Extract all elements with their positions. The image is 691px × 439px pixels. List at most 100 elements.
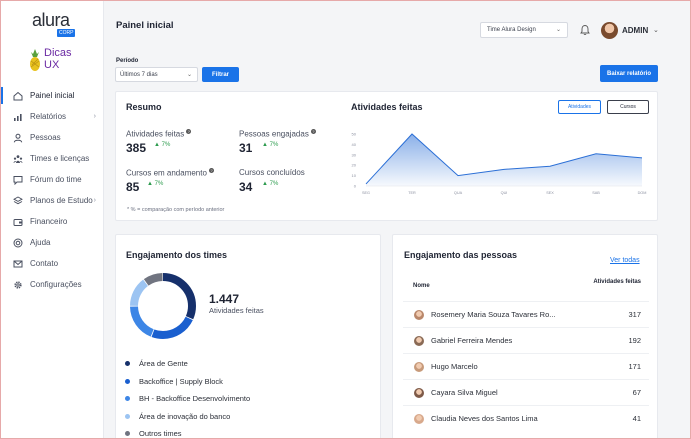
stat-value: 31	[239, 141, 253, 155]
avatar	[414, 335, 424, 346]
help-icon[interactable]: ?	[310, 129, 316, 134]
avatar	[414, 413, 424, 424]
sidebar-item-label: Configurações	[30, 280, 82, 289]
summary-title: Resumo	[126, 102, 162, 112]
x-tick-label: DOM	[638, 191, 647, 195]
stat-label-text: Cursos concluídos	[239, 168, 305, 177]
filter-button[interactable]: Filtrar	[202, 67, 239, 82]
person-activities: 67	[632, 388, 641, 397]
team-select-value: Time Alura Design	[487, 27, 536, 33]
chevron-right-icon: ›	[93, 113, 96, 120]
activity-chart-title: Atividades feitas	[351, 102, 423, 112]
see-all-link[interactable]: Ver todas	[610, 257, 640, 264]
toggle-activities-button[interactable]: Atividades	[558, 100, 601, 114]
sidebar-item-7[interactable]: Financeiro	[1, 211, 104, 232]
help-icon[interactable]: ?	[186, 129, 192, 134]
person-name: Gabriel Ferreira Mendes	[431, 336, 513, 345]
dicas-ux-text: Dicas UX	[44, 47, 72, 71]
table-row[interactable]: Cayara Silva Miguel 67	[403, 379, 649, 405]
donut-total-caption: Atividades feitas	[209, 306, 264, 315]
stat-delta-text: 7%	[161, 142, 171, 148]
sidebar-item-label: Relatórios	[30, 112, 67, 121]
stat-label-text: Cursos em andamento	[126, 168, 207, 178]
person-name: Hugo Marcelo	[431, 362, 478, 371]
toggle-courses-button[interactable]: Cursos	[607, 100, 649, 114]
donut-total-value: 1.447	[209, 292, 240, 306]
sidebar-item-5[interactable]: Fórum do time	[1, 169, 104, 190]
team-engagement-card: Engajamento dos times 1.447 Atividades f…	[115, 234, 381, 438]
stat-label: Cursos em andamento?	[126, 168, 214, 178]
legend-item: Backoffice | Supply Block	[125, 373, 375, 391]
y-tick-label: 30	[352, 152, 357, 157]
stat-delta-text: 7%	[269, 181, 279, 187]
sidebar-item-6[interactable]: Planos de Estudo ›	[1, 190, 104, 211]
alura-logo[interactable]: alura	[32, 10, 70, 30]
download-report-button[interactable]: Baixar relatório	[600, 65, 658, 82]
people-engagement-card: Engajamento das pessoas Ver todas Nome A…	[392, 234, 658, 438]
sidebar-item-label: Planos de Estudo	[30, 196, 93, 205]
home-icon	[13, 91, 23, 101]
team-donut-chart	[130, 273, 196, 339]
stat-delta: ▲ 7%	[262, 142, 279, 148]
legend-dot	[125, 413, 130, 419]
dicas-ux-logo: Dicas UX	[29, 47, 81, 75]
bell-icon[interactable]	[579, 24, 591, 36]
legend-label: Área de inovação do banco	[139, 411, 231, 421]
sidebar-item-4[interactable]: Times e licenças	[1, 148, 104, 169]
sidebar-item-label: Pessoas	[30, 133, 61, 142]
period-select[interactable]: Últimos 7 dias ⌄	[115, 67, 198, 82]
table-row[interactable]: Hugo Marcelo 171	[403, 353, 649, 379]
chevron-down-icon[interactable]: ⌄	[653, 27, 659, 34]
sidebar-item-3[interactable]: Pessoas	[1, 127, 104, 148]
avatar	[414, 309, 424, 320]
mail-icon	[13, 259, 23, 269]
chevron-down-icon: ⌄	[555, 27, 561, 33]
legend-dot	[125, 378, 130, 384]
sidebar-item-9[interactable]: Contato	[1, 253, 104, 274]
layers-icon	[13, 195, 23, 206]
pineapple-icon	[30, 49, 40, 71]
donut-slice	[130, 273, 196, 339]
chevron-right-icon: ›	[93, 197, 96, 204]
person-activities: 171	[628, 362, 641, 371]
legend-item: Área de Gente	[125, 355, 375, 373]
stat-label: Cursos concluídos	[239, 168, 305, 177]
y-tick-label: 50	[352, 132, 357, 137]
help-icon[interactable]: ?	[208, 168, 214, 173]
table-row[interactable]: Claudia Neves dos Santos Lima 41	[403, 405, 649, 431]
stat-value: 34	[239, 180, 253, 194]
sidebar-item-8[interactable]: Ajuda	[1, 232, 104, 253]
wallet-icon	[13, 217, 23, 227]
avatar	[414, 361, 424, 372]
x-tick-label: SEX	[546, 191, 554, 195]
sidebar-nav: Painel inicial Relatórios › Pessoas Times e …	[1, 85, 104, 295]
legend-label: Área de Gente	[139, 359, 188, 369]
sidebar-item-10[interactable]: Configurações	[1, 274, 104, 295]
legend-dot	[125, 361, 130, 367]
corp-badge: CORP	[57, 29, 76, 37]
chart-area	[366, 134, 642, 186]
table-row[interactable]: Rosemery Maria Souza Tavares Ro... 317	[403, 301, 649, 327]
column-header-name: Nome	[413, 283, 430, 289]
chevron-down-icon: ⌄	[186, 72, 192, 78]
person-activities: 317	[628, 310, 641, 319]
stat-value: 385	[126, 141, 147, 155]
user-name[interactable]: ADMIN	[622, 26, 649, 35]
summary-card: Resumo Atividades feitas? 385 ▲ 7% Pesso…	[115, 91, 658, 221]
gear-icon	[13, 280, 23, 290]
sidebar: alura CORP Dicas UX Painel inicial Relató…	[1, 1, 104, 438]
user-avatar[interactable]	[601, 22, 618, 39]
stat-delta-text: 7%	[269, 142, 279, 148]
table-row[interactable]: Gabriel Ferreira Mendes 192	[403, 327, 649, 353]
sidebar-item-1[interactable]: Painel inicial	[1, 85, 104, 106]
legend-item: Outros times	[125, 425, 375, 438]
legend-item: Área de inovação do banco	[125, 408, 375, 426]
stat-delta: ▲ 7%	[154, 142, 171, 148]
team-legend: Área de Gente Backoffice | Supply Block BH…	[125, 355, 375, 438]
legend-label: Backoffice | Supply Block	[139, 376, 223, 386]
forum-icon	[13, 175, 23, 185]
sidebar-item-2[interactable]: Relatórios ›	[1, 106, 104, 127]
team-select[interactable]: Time Alura Design ⌄	[480, 22, 568, 38]
stat-delta: ▲ 7%	[262, 181, 279, 187]
person-name: Rosemery Maria Souza Tavares Ro...	[431, 310, 556, 319]
